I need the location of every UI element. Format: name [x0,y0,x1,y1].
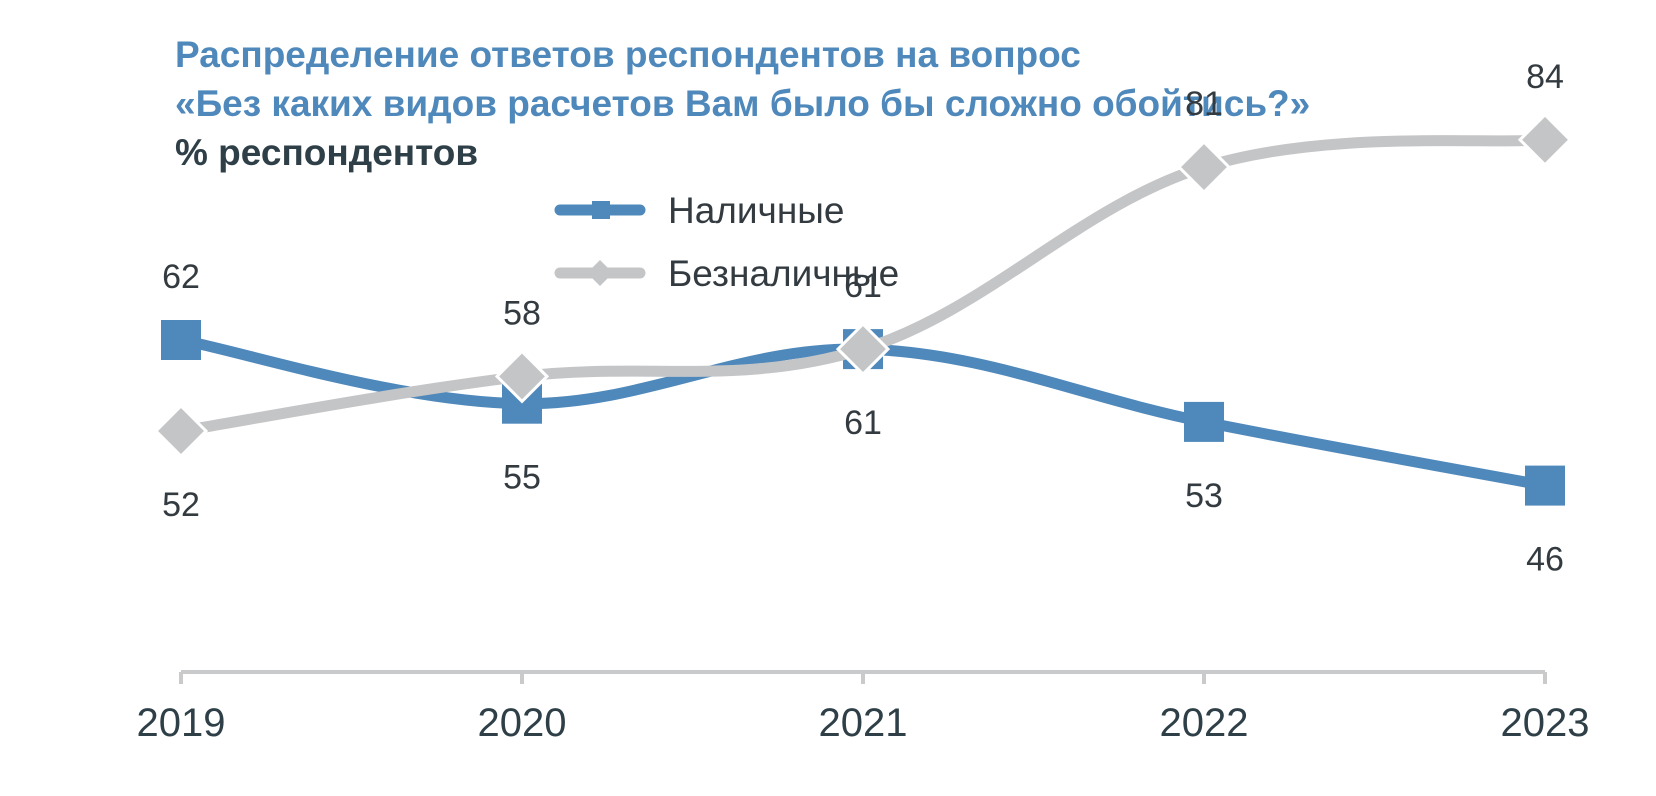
legend-item-cashless: Безналичные [554,253,899,294]
legend: Наличные Безналичные [554,190,899,294]
data-point-cash [161,320,201,360]
legend-item-cash: Наличные [554,190,844,231]
chart-subtitle: % респондентов [175,132,479,173]
x-tick-label: 2023 [1501,701,1590,745]
data-label-cash: 46 [1526,541,1564,579]
data-point-cashless [494,349,550,404]
chart-title-line-2: «Без каких видов расчетов Вам было бы сл… [175,83,1311,124]
data-point-cash [1184,401,1224,442]
data-point-cashless [153,403,209,459]
legend-label: Наличные [668,190,844,231]
series-layer [153,112,1573,506]
data-labels: 62 55 61 53 46 52 58 61 81 84 [162,58,1564,579]
data-point-cashless [1517,112,1573,167]
data-label-cashless: 58 [503,294,541,332]
data-label-cash: 61 [844,404,882,442]
x-tick-label: 2020 [478,701,567,745]
legend-diamond-marker [587,260,613,286]
x-axis: 2019 2020 2021 2022 2023 [137,670,1590,745]
x-tick-label: 2022 [1160,701,1249,745]
series-cashless [153,112,1573,459]
data-label-cash: 55 [503,459,541,497]
chart-title-line-1: Распределение ответов респондентов на во… [175,34,1081,75]
data-label-cash: 62 [162,258,200,296]
x-tick-label: 2019 [137,701,226,745]
data-label-cashless: 52 [162,486,200,524]
data-point-cashless [1176,139,1232,195]
chart-title: Распределение ответов респондентов на во… [175,30,1310,177]
data-label-cashless: 81 [1185,85,1223,123]
legend-square-marker [592,201,610,219]
data-label-cash: 53 [1185,477,1223,515]
data-label-cashless: 61 [844,267,882,305]
data-point-cash [1525,465,1565,506]
data-label-cashless: 84 [1526,58,1564,96]
x-tick-label: 2021 [819,701,908,745]
data-point-cashless [835,321,891,377]
legend-label: Безналичные [668,253,899,294]
